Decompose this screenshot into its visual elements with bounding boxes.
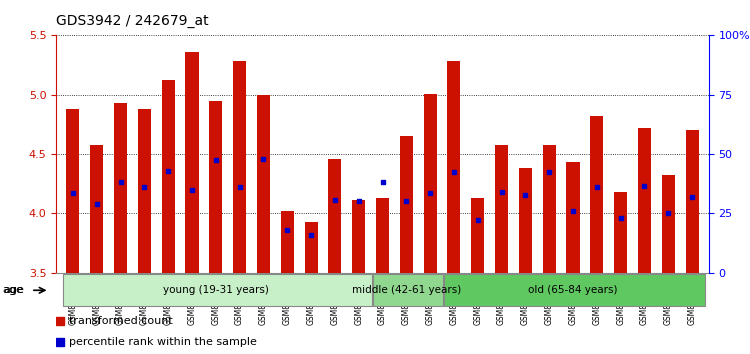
Bar [328, 159, 341, 273]
Bar [114, 103, 127, 273]
Bar [138, 109, 151, 273]
Bar [566, 162, 580, 273]
Bar [614, 192, 627, 273]
Bar [400, 136, 412, 273]
Text: age: age [4, 285, 25, 295]
Bar [209, 101, 222, 273]
Bar [162, 80, 175, 273]
Bar [185, 52, 199, 273]
Text: age: age [3, 285, 24, 295]
Bar [519, 168, 532, 273]
Bar [233, 62, 246, 273]
Text: percentile rank within the sample: percentile rank within the sample [69, 337, 257, 348]
Bar [471, 198, 484, 273]
Bar [257, 95, 270, 273]
Text: transformed count: transformed count [69, 316, 173, 326]
Text: middle (42-61 years): middle (42-61 years) [352, 285, 461, 295]
Bar [448, 62, 460, 273]
Bar [686, 130, 699, 273]
Bar [304, 222, 317, 273]
Text: young (19-31 years): young (19-31 years) [163, 285, 268, 295]
Text: GDS3942 / 242679_at: GDS3942 / 242679_at [56, 14, 208, 28]
Bar [352, 200, 365, 273]
Bar [90, 144, 104, 273]
Bar [662, 175, 675, 273]
FancyBboxPatch shape [373, 274, 443, 306]
Bar [495, 144, 508, 273]
Bar [376, 198, 389, 273]
Text: old (65-84 years): old (65-84 years) [528, 285, 618, 295]
Bar [66, 109, 80, 273]
Bar [590, 116, 603, 273]
Bar [638, 128, 651, 273]
Bar [543, 144, 556, 273]
Bar [424, 93, 436, 273]
FancyBboxPatch shape [445, 274, 705, 306]
FancyBboxPatch shape [64, 274, 371, 306]
Bar [280, 211, 294, 273]
